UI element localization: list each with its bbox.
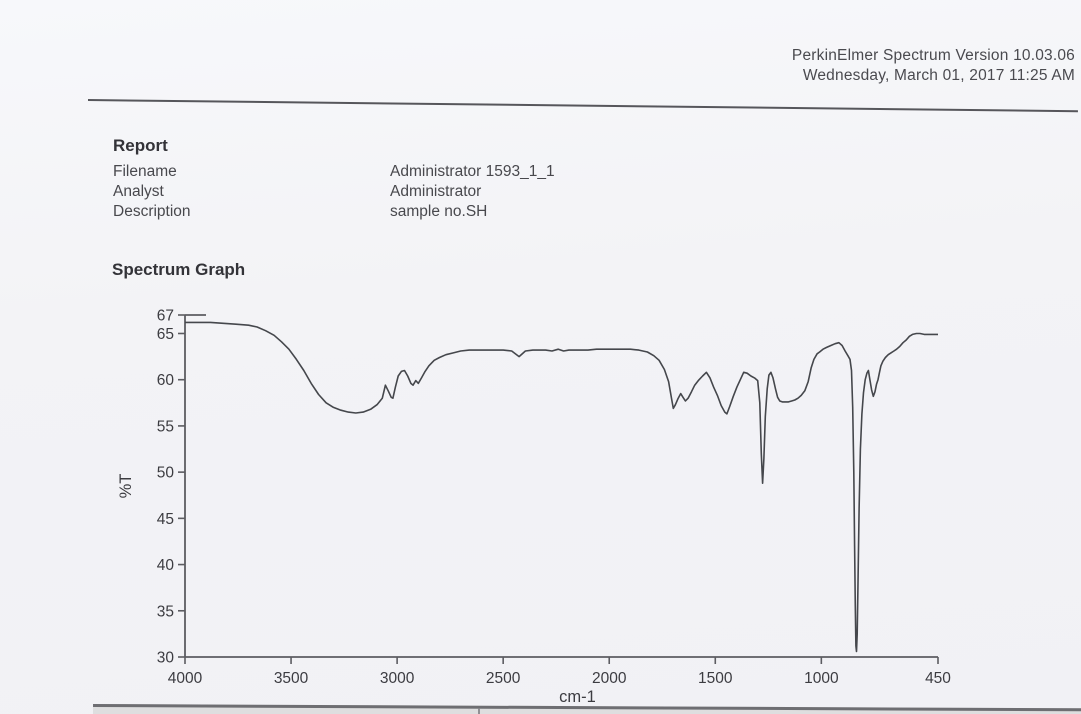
x-tick-label: 450 [925, 670, 951, 687]
report-section-title: Report [113, 136, 168, 155]
y-tick-label: 35 [157, 603, 174, 620]
y-tick-label: 45 [157, 511, 174, 528]
scan-artifact-divider [477, 708, 481, 714]
report-field-value: sample no.SH [390, 203, 488, 220]
x-tick-label: 4000 [168, 670, 203, 687]
report-field-row-filename: Filename Administrator 1593_1_1 [113, 163, 555, 183]
x-tick-label: 3500 [274, 670, 309, 687]
x-tick-label: 3000 [380, 670, 415, 687]
spectrum-chart: 67 65 60 55 50 45 40 35 30 4000 3500 3000 2500 2000 15… [100, 295, 980, 714]
report-header: PerkinElmer Spectrum Version 10.03.06 We… [792, 46, 1075, 86]
header-divider-rule [87, 99, 1078, 113]
y-tick-label: 60 [157, 372, 175, 389]
y-tick-label: 50 [157, 465, 175, 482]
x-tick-label: 2000 [592, 670, 627, 687]
report-field-value: Administrator 1593_1_1 [390, 163, 555, 180]
x-tick-label: 1500 [698, 670, 733, 687]
y-tick-label: 55 [157, 418, 174, 435]
report-field-value: Administrator [390, 183, 482, 200]
y-tick-label: 40 [157, 557, 175, 574]
y-tick-label: 65 [157, 326, 174, 343]
spectrum-graph-title: Spectrum Graph [112, 260, 246, 279]
report-field-row-analyst: Analyst Administrator [113, 183, 555, 203]
spectrum-trace [185, 321, 938, 653]
x-tick-label: 1000 [804, 670, 839, 687]
x-tick-label: 2500 [486, 670, 521, 687]
report-section: Report Filename Administrator 1593_1_1 An… [113, 136, 555, 223]
x-axis-title: cm-1 [559, 688, 596, 706]
report-field-label: Filename [113, 163, 177, 180]
report-field-label: Analyst [113, 183, 164, 200]
header-software-version: PerkinElmer Spectrum Version 10.03.06 [791, 47, 1075, 64]
header-timestamp: Wednesday, March 01, 2017 11:25 AM [802, 67, 1075, 84]
y-tick-label: 67 [157, 308, 174, 325]
report-field-label: Description [113, 203, 191, 220]
y-axis-title: %T [117, 474, 135, 499]
y-tick-label: 30 [157, 650, 175, 667]
report-field-row-description: Description sample no.SH [113, 203, 555, 223]
